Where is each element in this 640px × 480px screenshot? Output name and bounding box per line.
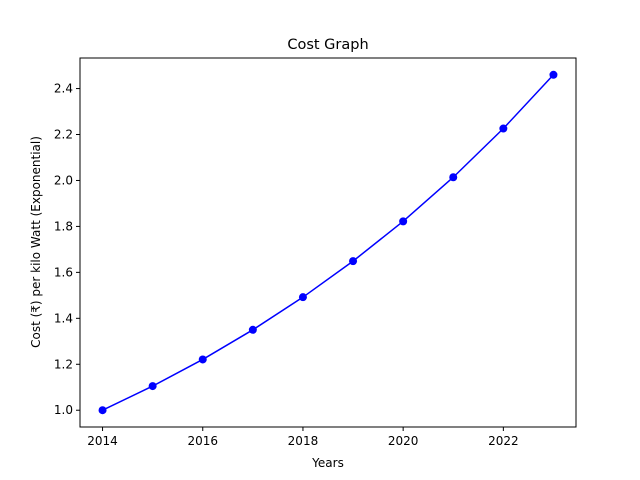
data-point: [248, 325, 257, 334]
plot-area-frame: [79, 57, 577, 428]
y-tick-label: 1.4: [54, 311, 73, 325]
y-tick-label: 2.0: [54, 173, 73, 187]
series-line: [102, 74, 555, 411]
data-point: [198, 355, 207, 364]
y-tick-label: 1.6: [54, 265, 73, 279]
x-tick-label: 2022: [488, 434, 519, 448]
x-tick-label: 2020: [388, 434, 419, 448]
data-point: [148, 382, 157, 391]
y-tick-label: 1.2: [54, 357, 73, 371]
series-layer: [98, 70, 558, 415]
data-point: [499, 124, 508, 133]
x-tick-label: 2016: [187, 434, 218, 448]
y-axis: 1.0 1.2 1.4 1.6 1.8 2.0 2.2 2.4: [54, 82, 80, 417]
data-point: [298, 293, 307, 302]
data-point: [399, 217, 408, 226]
x-tick-label: 2014: [87, 434, 118, 448]
data-point: [449, 173, 458, 182]
data-point: [349, 257, 358, 266]
data-point: [98, 406, 107, 415]
y-tick-label: 1.8: [54, 219, 73, 233]
x-tick-label: 2018: [288, 434, 319, 448]
x-axis: 2014 2016 2018 2020 2022: [87, 427, 519, 448]
y-tick-label: 1.0: [54, 403, 73, 417]
chart-title: Cost Graph: [287, 37, 368, 53]
data-point: [549, 70, 558, 79]
x-axis-label: Years: [311, 456, 344, 470]
y-tick-label: 2.4: [54, 82, 73, 96]
y-axis-label: Cost (₹) per kilo Watt (Exponential): [29, 136, 43, 348]
y-tick-label: 2.2: [54, 128, 73, 142]
